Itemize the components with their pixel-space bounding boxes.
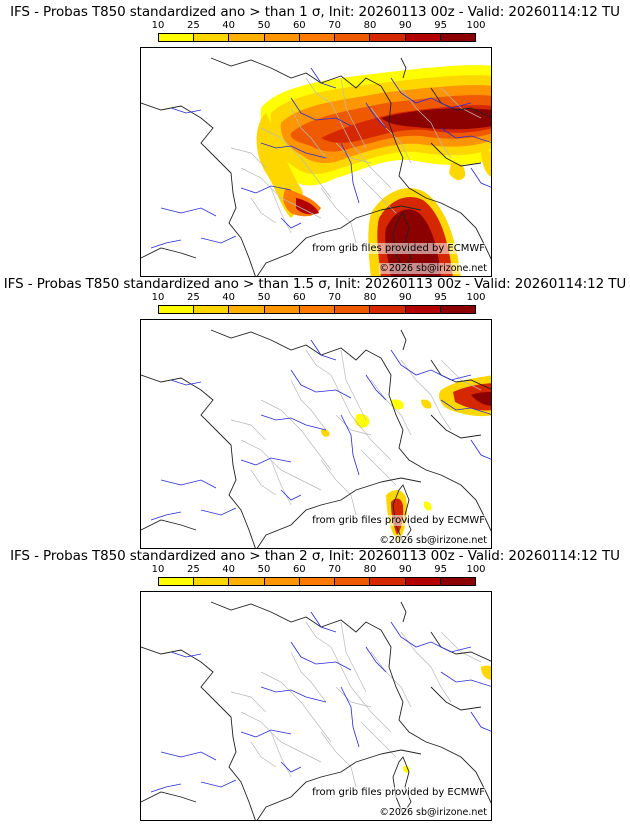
colorbar-tick: 50: [258, 20, 271, 32]
colorbar-tick: 95: [434, 292, 447, 304]
colorbar-tick: 70: [328, 20, 341, 32]
colorbar-tick: 90: [399, 564, 412, 576]
panel-2: IFS - Probas T850 standardized ano > tha…: [0, 272, 630, 542]
data-credit: from grib files provided by ECMWF: [312, 243, 485, 254]
colorbar-segment: [194, 578, 229, 585]
colorbar-tick: 50: [258, 292, 271, 304]
colorbar-segment: [159, 306, 194, 313]
colorbar-tick: 25: [187, 292, 200, 304]
colorbar-segment: [335, 306, 370, 313]
colorbar-segment: [229, 34, 264, 41]
colorbar-tick: 60: [293, 564, 306, 576]
colorbar-segment: [441, 306, 475, 313]
colorbar-tick: 100: [466, 20, 485, 32]
colorbar-segment: [229, 306, 264, 313]
colorbar-segment: [159, 578, 194, 585]
probability-field: [403, 666, 492, 773]
panel-1: IFS - Probas T850 standardized ano > tha…: [0, 0, 630, 270]
colorbar-tick: 95: [434, 20, 447, 32]
colorbar: [158, 33, 476, 42]
colorbar-tick: 80: [364, 292, 377, 304]
colorbar-tick: 10: [152, 292, 165, 304]
colorbar-segment: [441, 578, 475, 585]
colorbar-segment: [194, 306, 229, 313]
colorbar-tick: 70: [328, 564, 341, 576]
colorbar-segment: [265, 306, 300, 313]
colorbar-segment: [194, 34, 229, 41]
colorbar-tick: 90: [399, 20, 412, 32]
colorbar-segment: [441, 34, 475, 41]
colorbar-segment: [406, 306, 441, 313]
data-credit: from grib files provided by ECMWF: [312, 515, 485, 526]
colorbar-tick: 80: [364, 564, 377, 576]
panel-3-title: IFS - Probas T850 standardized ano > tha…: [0, 548, 630, 564]
colorbar-tick: 80: [364, 20, 377, 32]
colorbar-segment: [265, 34, 300, 41]
colorbar-segment: [335, 578, 370, 585]
colorbar-tick: 100: [466, 564, 485, 576]
probability-map-3: from grib files provided by ECMWF ©2026 …: [140, 591, 492, 821]
colorbar-tick: 40: [222, 564, 235, 576]
colorbar: [158, 305, 476, 314]
colorbar-segment: [265, 578, 300, 585]
colorbar-segment: [370, 578, 405, 585]
probability-map-1: from grib files provided by ECMWF ©2026 …: [140, 47, 492, 277]
colorbar-tick: 10: [152, 20, 165, 32]
colorbar-segment: [229, 578, 264, 585]
colorbar-segment: [370, 306, 405, 313]
probability-map-2: from grib files provided by ECMWF ©2026 …: [140, 319, 492, 549]
colorbar-segment: [406, 34, 441, 41]
colorbar: [158, 577, 476, 586]
colorbar-segment: [300, 578, 335, 585]
colorbar-segment: [406, 578, 441, 585]
colorbar-segment: [300, 306, 335, 313]
colorbar-tick: 25: [187, 564, 200, 576]
colorbar-tick: 60: [293, 292, 306, 304]
panel-3: IFS - Probas T850 standardized ano > tha…: [0, 544, 630, 814]
panel-2-title: IFS - Probas T850 standardized ano > tha…: [0, 276, 630, 292]
colorbar-segment: [370, 34, 405, 41]
data-credit: from grib files provided by ECMWF: [312, 787, 485, 798]
panel-1-title: IFS - Probas T850 standardized ano > tha…: [0, 4, 630, 20]
colorbar-ticks-2: 10 25 40 50 60 70 80 90 95 100: [158, 292, 476, 304]
colorbar-tick: 95: [434, 564, 447, 576]
copyright: ©2026 sb@irizone.net: [379, 807, 487, 818]
colorbar-tick: 70: [328, 292, 341, 304]
colorbar-tick: 60: [293, 20, 306, 32]
colorbar-segment: [300, 34, 335, 41]
colorbar-segment: [335, 34, 370, 41]
colorbar-tick: 90: [399, 292, 412, 304]
colorbar-tick: 25: [187, 20, 200, 32]
colorbar-tick: 10: [152, 564, 165, 576]
colorbar-ticks-1: 10 25 40 50 60 70 80 90 95 100: [158, 20, 476, 32]
colorbar-tick: 40: [222, 292, 235, 304]
colorbar-segment: [159, 34, 194, 41]
colorbar-tick: 50: [258, 564, 271, 576]
colorbar-ticks-3: 10 25 40 50 60 70 80 90 95 100: [158, 564, 476, 576]
colorbar-tick: 40: [222, 20, 235, 32]
colorbar-tick: 100: [466, 292, 485, 304]
